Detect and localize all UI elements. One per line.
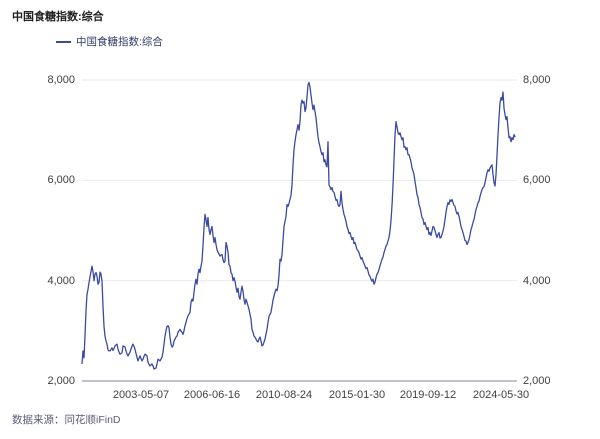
price-line	[81, 81, 516, 370]
x-axis-label: 2019-09-12	[399, 389, 457, 401]
y-axis-label-left: 2,000	[47, 375, 75, 387]
x-axis-label: 2015-01-30	[328, 389, 386, 401]
y-axis-label-left: 6,000	[47, 174, 75, 187]
data-source-note: 数据来源：同花顺iFinD	[12, 414, 121, 426]
legend: 中国食糖指数:综合	[56, 35, 163, 48]
y-axis-label-right: 6,000	[523, 174, 551, 187]
x-axis-label: 2024-05-30	[472, 389, 530, 401]
x-axis-label: 2006-06-16	[183, 389, 241, 401]
legend-line-marker	[56, 40, 71, 43]
y-axis-label-right: 8,000	[523, 74, 551, 86]
x-axis-label: 2003-05-07	[112, 389, 170, 401]
y-axis-label-left: 8,000	[47, 74, 75, 86]
y-axis-label-left: 4,000	[47, 274, 75, 287]
y-axis-label-right: 4,000	[523, 274, 551, 287]
x-axis-label: 2010-08-24	[255, 389, 313, 401]
legend-series-label[interactable]: 中国食糖指数:综合	[76, 36, 163, 48]
chart-title: 中国食糖指数:综合	[12, 11, 104, 23]
y-axis-label-right: 2,000	[523, 375, 551, 387]
